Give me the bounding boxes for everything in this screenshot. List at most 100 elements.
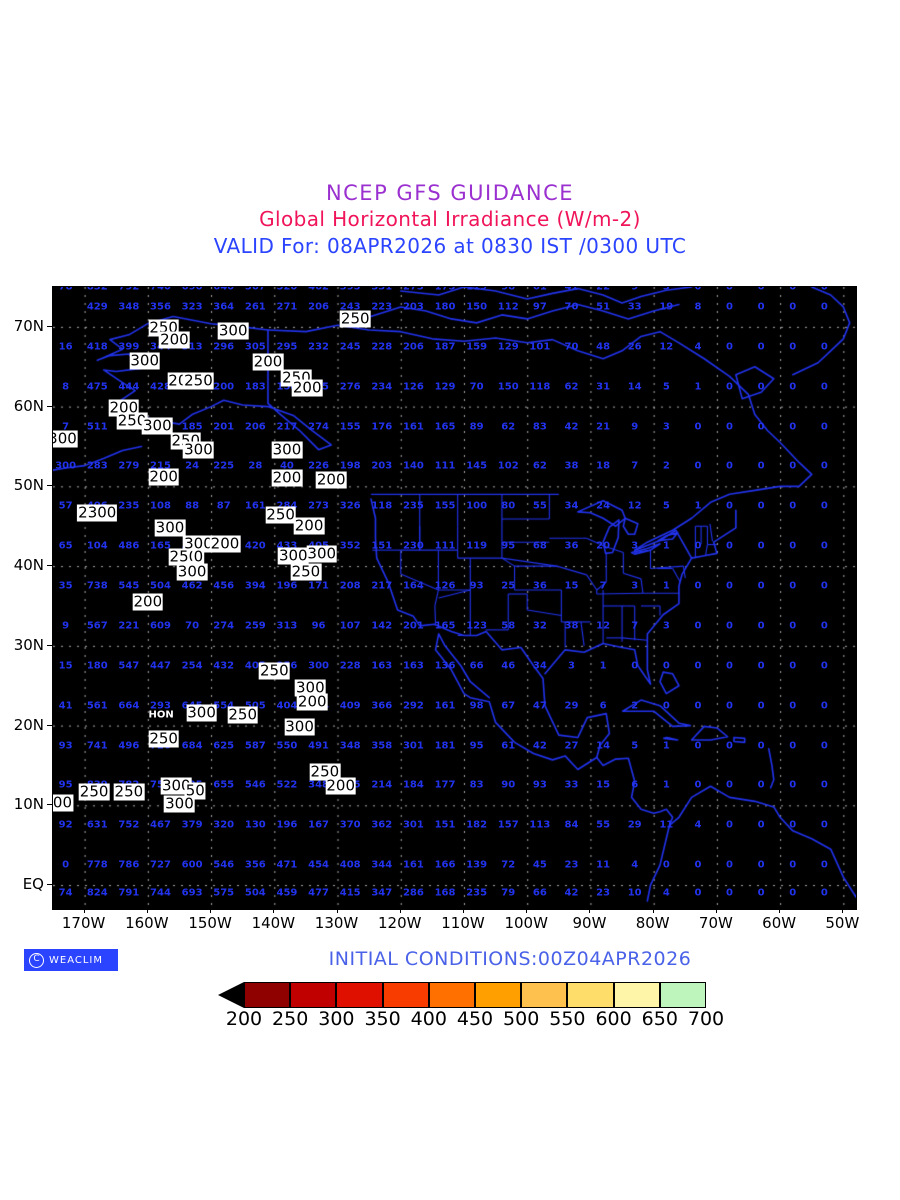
- grid-point-value: 824: [86, 887, 108, 899]
- latitude-tick-mark: [47, 804, 52, 806]
- grid-point-value: 29: [564, 700, 579, 712]
- grid-point-value: 409: [339, 700, 361, 712]
- grid-point-value: 0: [694, 540, 702, 552]
- longitude-tick-label: 170W: [61, 914, 106, 932]
- grid-point-value: 300: [308, 660, 329, 672]
- longitude-tick-label: 70W: [698, 914, 733, 932]
- grid-point-value: 111: [434, 460, 456, 472]
- grid-point-value: 96: [311, 620, 326, 632]
- grid-point-value: 161: [434, 700, 456, 712]
- colorbar-tick-label: 350: [364, 1008, 401, 1030]
- grid-point-value: 12: [659, 341, 674, 353]
- grid-point-value: 305: [244, 341, 266, 353]
- grid-point-value: 0: [757, 819, 765, 831]
- colorbar-segment: [428, 982, 475, 1008]
- grid-point-value: 504: [244, 887, 266, 899]
- grid-point-value: 496: [118, 740, 140, 752]
- grid-point-value: 206: [308, 301, 329, 313]
- grid-point-value: 1: [662, 740, 670, 752]
- grid-point-value: 9: [631, 286, 639, 293]
- grid-point-value: 693: [181, 887, 203, 899]
- contour-label: 0: [192, 547, 205, 566]
- grid-point-value: 68: [532, 540, 547, 552]
- longitude-tick-mark: [273, 908, 275, 913]
- grid-point-value: 415: [339, 887, 361, 899]
- grid-point-value: 546: [213, 859, 235, 871]
- grid-point-value: 23: [564, 859, 579, 871]
- grid-point-value: 83: [469, 779, 484, 791]
- contour-label: 250: [113, 782, 145, 801]
- grid-point-value: 165: [150, 540, 171, 552]
- grid-point-value: 23: [596, 887, 611, 899]
- grid-point-value: 323: [181, 301, 203, 313]
- grid-point-value: 201: [402, 620, 424, 632]
- colorbar[interactable]: [218, 982, 732, 1008]
- grid-point-value: 786: [118, 859, 140, 871]
- grid-point-value: 0: [726, 540, 734, 552]
- grid-point-value: 366: [371, 700, 393, 712]
- grid-point-value: 271: [276, 301, 298, 313]
- grid-point-value: 57: [58, 500, 73, 512]
- longitude-tick-mark: [210, 908, 212, 913]
- grid-point-value: 118: [529, 381, 551, 393]
- grid-point-value: 791: [118, 887, 140, 899]
- grid-point-value: 362: [371, 819, 393, 831]
- grid-point-value: 235: [402, 500, 424, 512]
- longitude-tick-mark: [652, 908, 654, 913]
- grid-point-value: 226: [308, 460, 329, 472]
- grid-point-value: 79: [501, 887, 516, 899]
- grid-point-value: 727: [150, 859, 171, 871]
- grid-point-value: 234: [371, 381, 393, 393]
- grid-point-value: 2: [631, 700, 639, 712]
- weaclim-logo[interactable]: C WEACLIM: [24, 949, 118, 971]
- grid-point-value: 198: [339, 460, 361, 472]
- grid-point-value: 177: [434, 779, 456, 791]
- grid-point-value: 313: [276, 620, 298, 632]
- grid-point-value: 163: [402, 660, 424, 672]
- grid-point-value: 0: [726, 700, 734, 712]
- contour-label: 300: [217, 321, 249, 340]
- latitude-tick-label: 40N: [13, 556, 44, 575]
- grid-point-value: 70: [564, 301, 579, 313]
- longitude-tick-label: 130W: [314, 914, 359, 932]
- grid-point-value: 11: [659, 819, 674, 831]
- grid-point-value: 5: [662, 381, 670, 393]
- colorbar-tick-label: 450: [456, 1008, 494, 1030]
- grid-point-value: 32: [532, 620, 547, 632]
- grid-point-value: 55: [596, 819, 611, 831]
- colorbar-low-arrow: [218, 982, 244, 1008]
- longitude-tick-label: 50W: [825, 914, 860, 932]
- grid-point-value: 0: [789, 286, 797, 293]
- grid-point-value: 0: [726, 286, 734, 293]
- latitude-tick-mark: [47, 565, 52, 567]
- grid-point-value: 196: [276, 819, 298, 831]
- contour-label: 300: [141, 416, 173, 435]
- grid-point-value: 0: [726, 341, 734, 353]
- grid-point-value: 136: [434, 660, 456, 672]
- latitude-tick-mark: [47, 884, 52, 886]
- grid-point-value: 165: [434, 421, 456, 433]
- grid-point-value: 0: [662, 700, 670, 712]
- grid-point-value: 0: [694, 700, 702, 712]
- grid-point-value: 0: [757, 779, 765, 791]
- grid-point-value: 395: [339, 286, 361, 293]
- grid-point-value: 404: [276, 700, 298, 712]
- grid-point-value: 554: [213, 700, 235, 712]
- grid-point-value: 575: [213, 887, 235, 899]
- grid-point-value: 0: [820, 740, 828, 752]
- grid-point-value: 8: [62, 381, 70, 393]
- colorbar-tick-label: 200: [225, 1008, 263, 1030]
- longitude-tick-label: 90W: [572, 914, 607, 932]
- grid-point-value: 0: [726, 580, 734, 592]
- grid-point-value: 7: [631, 460, 639, 472]
- grid-point-value: 232: [308, 341, 329, 353]
- grid-point-value: 475: [86, 381, 108, 393]
- map-plot-area[interactable]: 429 348 356 323 364 261 271 206 243 223 203 180 150 1…: [52, 286, 857, 910]
- longitude-tick-label: 160W: [125, 914, 169, 932]
- grid-point-value: 102: [497, 460, 519, 472]
- grid-point-value: 293: [150, 700, 171, 712]
- grid-point-value: 0: [820, 700, 828, 712]
- grid-point-value: 92: [58, 819, 73, 831]
- grid-point-value: 150: [497, 381, 519, 393]
- grid-point-value: 200: [213, 381, 235, 393]
